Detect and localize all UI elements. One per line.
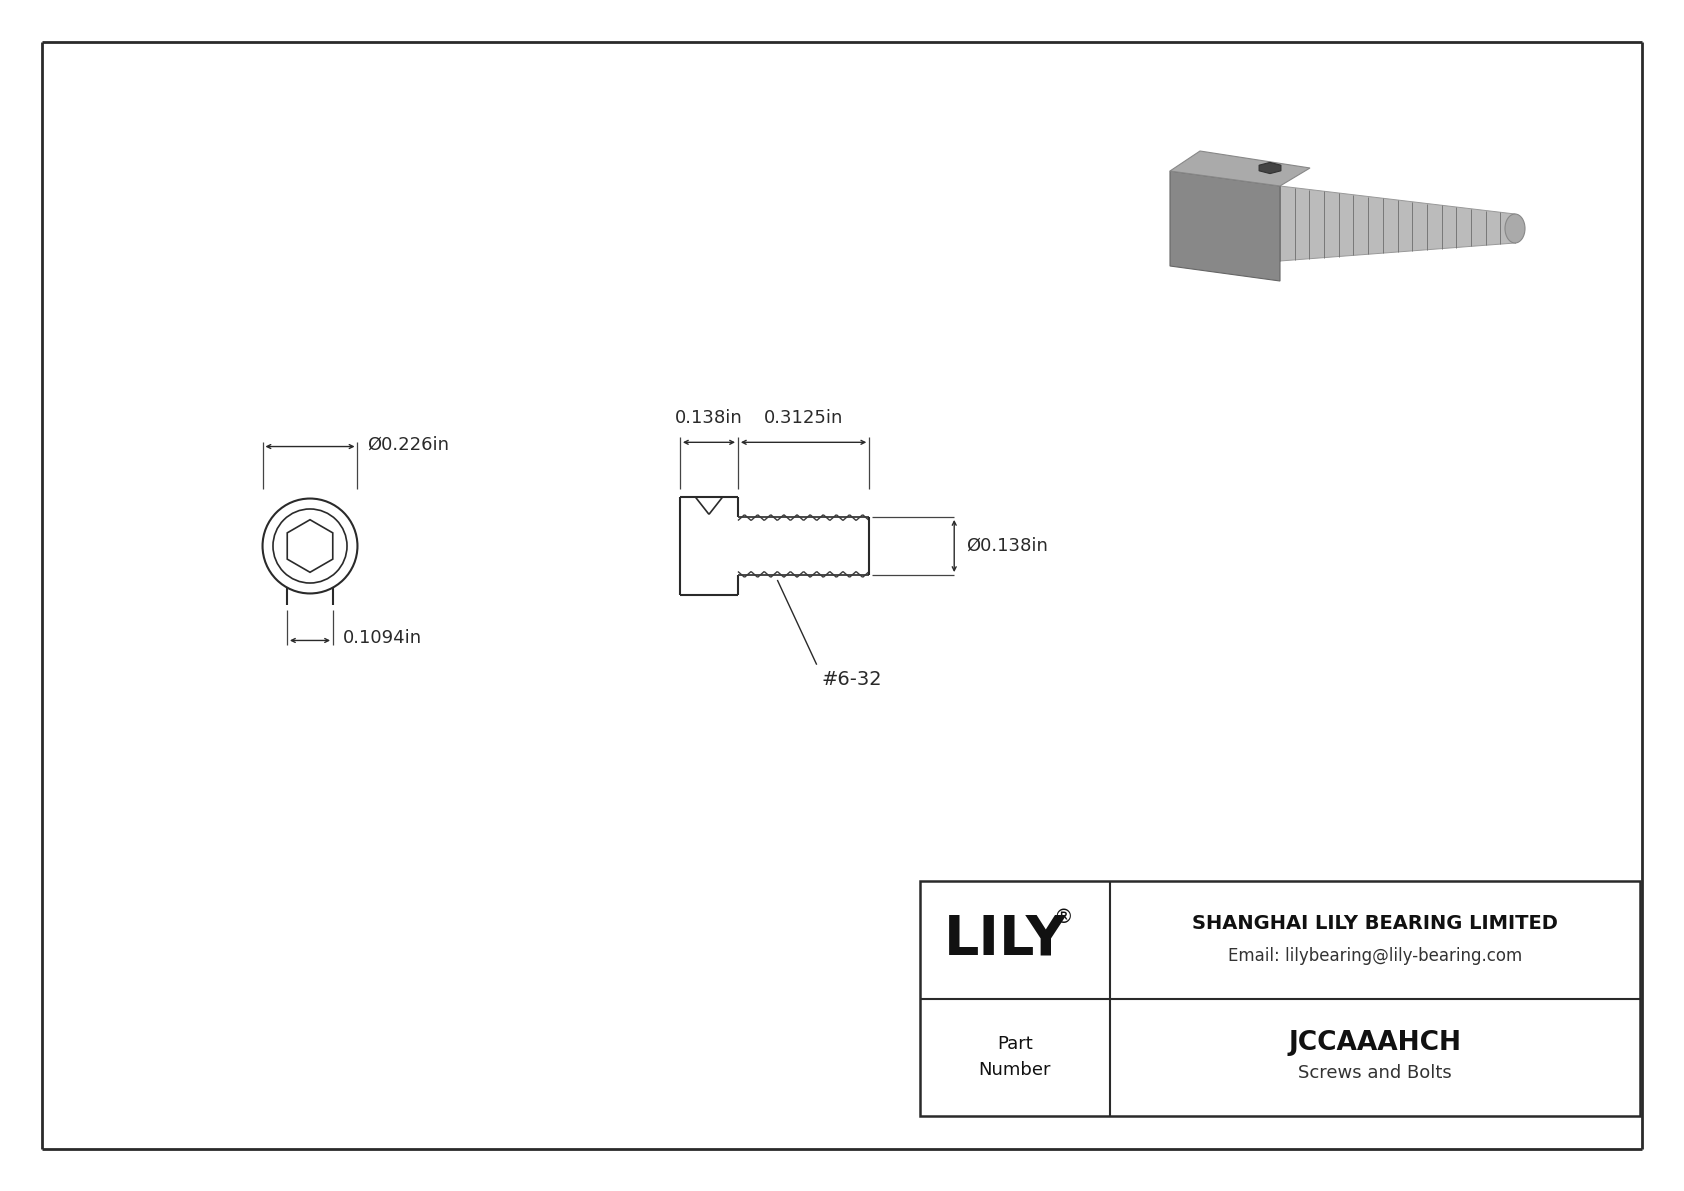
Polygon shape [1260, 162, 1282, 174]
Polygon shape [1170, 172, 1280, 281]
Text: 0.1094in: 0.1094in [344, 630, 423, 648]
Text: LILY: LILY [943, 912, 1066, 967]
Text: ®: ® [1052, 909, 1073, 928]
Ellipse shape [1505, 214, 1526, 243]
Text: Ø0.138in: Ø0.138in [967, 537, 1047, 555]
Text: Email: lilybearing@lily-bearing.com: Email: lilybearing@lily-bearing.com [1228, 947, 1522, 965]
Polygon shape [1280, 186, 1516, 261]
Circle shape [273, 509, 347, 584]
Text: Ø0.226in: Ø0.226in [367, 436, 450, 454]
Text: SHANGHAI LILY BEARING LIMITED: SHANGHAI LILY BEARING LIMITED [1192, 915, 1558, 934]
Bar [919, 881, 1640, 1116]
Text: 0.3125in: 0.3125in [765, 410, 844, 428]
Polygon shape [1170, 151, 1310, 186]
Polygon shape [288, 519, 333, 573]
Text: Part
Number: Part Number [978, 1035, 1051, 1079]
Text: Screws and Bolts: Screws and Bolts [1298, 1065, 1452, 1083]
Circle shape [263, 499, 357, 593]
Text: 0.138in: 0.138in [675, 410, 743, 428]
Text: #6-32: #6-32 [822, 669, 882, 688]
Text: JCCAAAHCH: JCCAAAHCH [1288, 1030, 1462, 1056]
